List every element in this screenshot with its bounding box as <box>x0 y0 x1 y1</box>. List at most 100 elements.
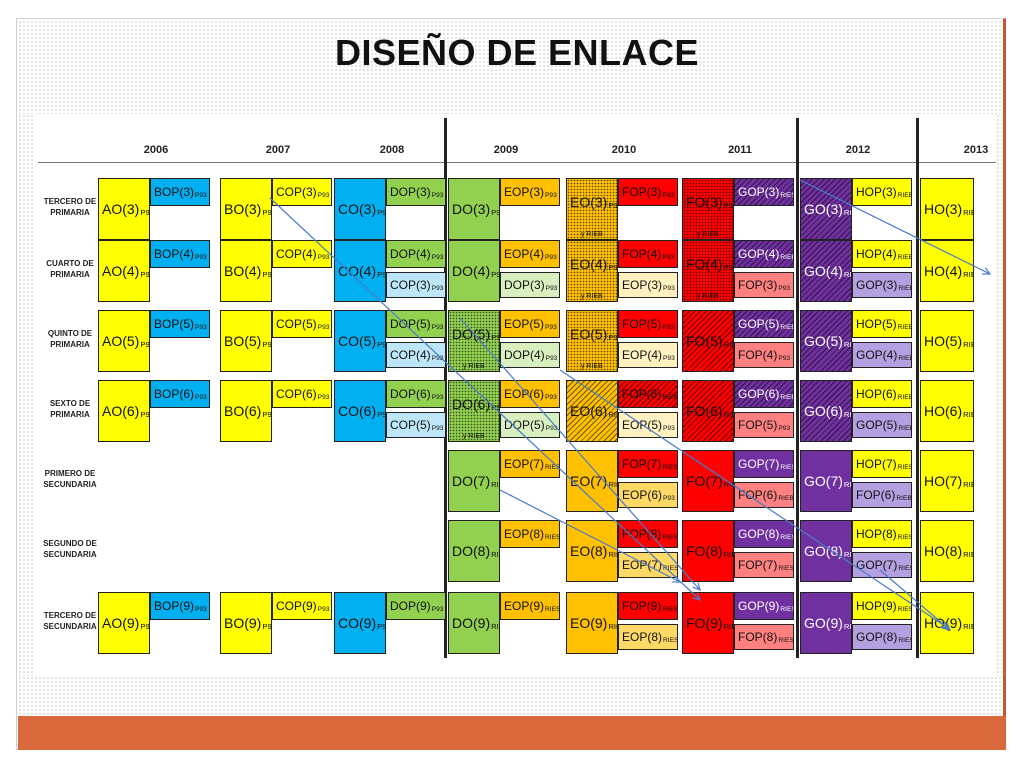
subject-code-text: FOP(5) <box>622 317 662 331</box>
subject-cell-top: FOP(4)P93 <box>618 240 678 268</box>
subject-code-text: BOP(3) <box>154 185 195 199</box>
subject-code-text: HOP(7) <box>856 457 897 471</box>
subject-code-text: GOP(8) <box>738 527 780 541</box>
plan-suffix: RIEB <box>723 410 733 420</box>
subject-cell-main: HO(5)RIEB <box>920 310 974 372</box>
subject-cell-main: EO(6)RIEB <box>566 380 618 442</box>
plan-suffix: RIES <box>545 533 560 541</box>
subject-code: DO(8)RIES <box>452 543 499 559</box>
subject-code: HO(6)RIEB <box>924 403 973 419</box>
subject-code-text: AO(3) <box>102 200 140 217</box>
plan-suffix: P93 <box>195 605 207 613</box>
subject-cell-top: EOP(9)RIES <box>500 592 560 620</box>
subject-code-text: GOP(7) <box>856 558 898 572</box>
subject-code-text: EO(4) <box>570 255 608 272</box>
subject-code-text: EO(8) <box>570 542 608 559</box>
plan-suffix: P93 <box>377 410 385 420</box>
subject-cell-top: DOP(4)P93 <box>386 240 446 268</box>
subject-code-text: GO(9) <box>804 614 843 631</box>
subject-code-text: FO(4) <box>686 255 723 272</box>
subject-code-text: CO(9) <box>338 614 377 631</box>
subject-code: BO(3)P93 <box>224 201 271 217</box>
subject-cell-main: AO(4)P93 <box>98 240 150 302</box>
subject-code: HO(8)RIES <box>924 543 973 559</box>
subject-code: FOP(3)P93 <box>738 278 790 292</box>
subject-code-text: GO(5) <box>804 332 843 349</box>
plan-suffix: P93 <box>662 191 675 199</box>
plan-suffix: RIEB <box>843 208 852 218</box>
subject-code: EO(5)P93 <box>570 326 617 342</box>
row-label: SEXTO DE PRIMARIA <box>49 399 91 419</box>
subject-code-text: COP(5) <box>276 317 317 331</box>
subject-code-text: DOP(3) <box>390 185 431 199</box>
subject-code-text: HO(3) <box>924 200 963 217</box>
subject-code-text: GO(3) <box>804 200 843 217</box>
subject-cell-main: EO(9)RIES <box>566 592 618 654</box>
plan-suffix: RIEB <box>780 253 793 261</box>
subject-code-text: EO(9) <box>570 614 608 631</box>
subject-code-text: HOP(4) <box>856 247 897 261</box>
subject-cell-main: HO(7)RIES <box>920 450 974 512</box>
subject-cell-main: BO(5)P93 <box>220 310 272 372</box>
dot-pattern-left <box>18 114 34 676</box>
subject-code: AO(9)P93 <box>102 615 149 631</box>
plan-suffix: RIEB <box>843 270 852 280</box>
subject-code: FO(5)RIEB <box>686 333 733 349</box>
plan-suffix: P93 <box>491 332 499 342</box>
subject-code: EOP(5)P93 <box>504 317 557 331</box>
subject-code: HOP(5)RIEB <box>856 317 911 331</box>
subject-code-text: DOP(6) <box>390 387 431 401</box>
plan-suffix: P93 <box>491 403 499 412</box>
plan-suffix: RIES <box>608 622 617 632</box>
plan-suffix: RIEB <box>843 410 852 420</box>
subject-cell-top: BOP(5)P93 <box>150 310 210 338</box>
subject-code: EOP(6)P93 <box>622 488 675 502</box>
row-label: TERCERO DE PRIMARIA <box>43 197 97 217</box>
subject-code: EOP(9)RIES <box>504 599 559 613</box>
subject-code-text: BOP(4) <box>154 247 195 261</box>
plan-suffix: P93 <box>545 284 558 292</box>
subject-code-text: FO(7) <box>686 472 723 489</box>
subject-cell-top: BOP(6)P93 <box>150 380 210 408</box>
subject-code-text: AO(6) <box>102 402 140 419</box>
subject-cell-top: EOP(7)RIES <box>500 450 560 478</box>
plan-suffix: P93 <box>262 622 272 632</box>
subject-code: BOP(9)P93 <box>154 599 207 613</box>
subject-cell-main: FO(7)RIES <box>682 450 734 512</box>
subject-cell-main: DO(3)P93 <box>448 178 500 240</box>
subject-code: EOP(8)RIES <box>622 630 677 644</box>
subject-code-text: FOP(5) <box>738 418 778 432</box>
plan-suffix: P93 <box>491 208 499 218</box>
plan-suffix: RIES <box>608 480 617 490</box>
plan-suffix: RIEB <box>896 494 912 502</box>
subject-code: CO(4)P93 <box>338 263 385 279</box>
subject-code: GOP(4)RIEB <box>738 247 793 261</box>
plan-suffix: P93 <box>317 605 330 613</box>
cohort-arrow <box>459 317 700 590</box>
subject-cell-bot: FOP(6)RIEB <box>852 482 912 508</box>
plan-suffix: RIEB <box>898 354 911 362</box>
subject-code: DOP(9)P93 <box>390 599 443 613</box>
subject-code-text: FOP(7) <box>622 457 662 471</box>
subject-code: FOP(6)RIEB <box>622 387 677 401</box>
subject-cell-bot: FOP(3)P93 <box>734 272 794 298</box>
subject-code-text: GOP(4) <box>856 348 898 362</box>
plan-suffix: P93 <box>317 191 330 199</box>
subject-cell-top: GOP(6)RIEB <box>734 380 794 408</box>
subject-cell-main: EO(3)P93 y RIEB <box>566 178 618 240</box>
subject-code: GO(4)RIEB <box>804 263 852 280</box>
subject-cell-main: AO(5)P93 <box>98 310 150 372</box>
dot-pattern-top <box>18 20 1002 114</box>
year-2007: 2007 <box>265 144 291 156</box>
subject-cell-top: BOP(4)P93 <box>150 240 210 268</box>
subject-cell-main: DO(8)RIES <box>448 520 500 582</box>
subject-code-text: GOP(5) <box>856 418 898 432</box>
plan-suffix: P93 <box>195 323 207 331</box>
subject-code: HOP(3)RIEB <box>856 185 911 199</box>
subject-code: EOP(3)P93 <box>504 185 557 199</box>
subject-code: FO(3)P93 <box>686 194 733 210</box>
subject-code: GOP(3)RIES <box>738 185 793 199</box>
subject-code-text: HOP(5) <box>856 317 897 331</box>
subject-cell-main: HO(4)RIEB <box>920 240 974 302</box>
subject-code-text: BO(6) <box>224 402 262 419</box>
